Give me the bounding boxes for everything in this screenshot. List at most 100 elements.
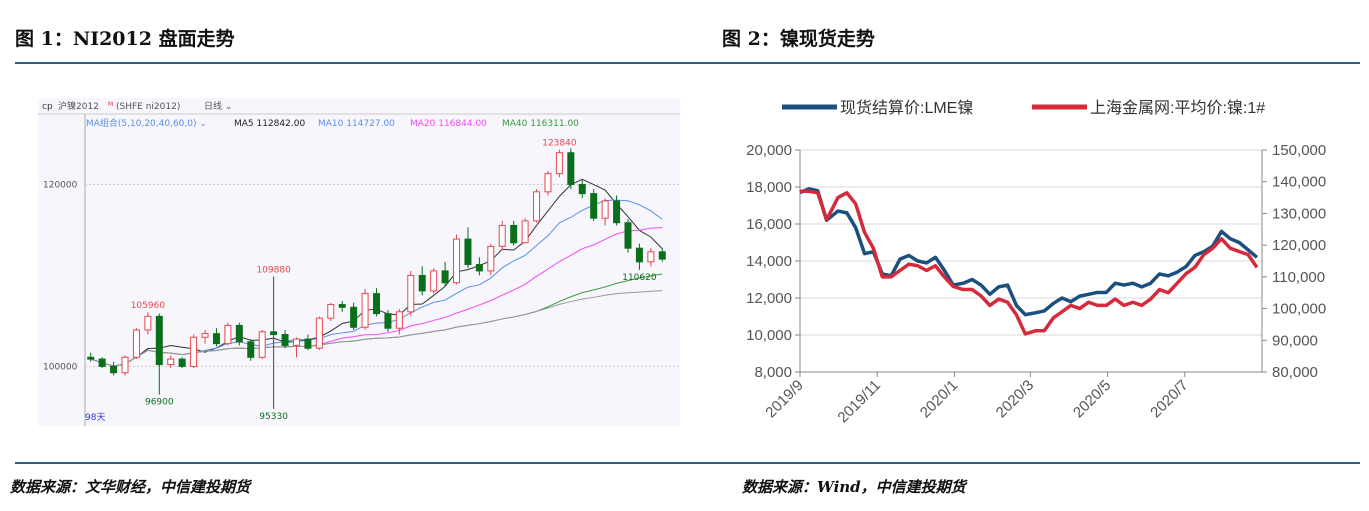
x-tick-label: 2020/5 bbox=[1070, 377, 1114, 421]
candle-body bbox=[155, 315, 163, 366]
candle-body bbox=[304, 338, 312, 349]
cp-icon: cp bbox=[42, 102, 53, 112]
figure-2-title: 图 2：镍现货走势 bbox=[722, 28, 875, 50]
series-line-1 bbox=[799, 187, 1259, 317]
candle-body bbox=[510, 224, 518, 244]
candle-body bbox=[601, 200, 609, 219]
candle-body bbox=[201, 333, 209, 338]
candle-body bbox=[464, 238, 472, 266]
symbol-label: 沪镍2012 bbox=[58, 100, 99, 112]
right-y-tick-label: 120,000 bbox=[1272, 237, 1326, 254]
candle-body bbox=[315, 317, 323, 349]
candle-body bbox=[395, 311, 403, 329]
candle-body bbox=[567, 152, 575, 186]
left-y-tick-label: 18,000 bbox=[746, 179, 792, 196]
candle-body bbox=[178, 358, 186, 367]
candle-body bbox=[292, 338, 300, 346]
right-y-tick-label: 140,000 bbox=[1272, 174, 1326, 191]
candle-body bbox=[487, 245, 495, 272]
candle-body bbox=[247, 341, 255, 358]
candle-body bbox=[498, 224, 506, 247]
candle-body bbox=[578, 184, 586, 195]
candle-body bbox=[338, 304, 346, 308]
price-annotation: 123840 bbox=[542, 139, 577, 149]
y-tick-label: 120000 bbox=[43, 181, 78, 191]
price-annotation: 105960 bbox=[131, 301, 166, 311]
ma10-line bbox=[90, 199, 663, 367]
candle-body bbox=[144, 315, 152, 331]
candle-body bbox=[635, 247, 643, 263]
price-annotation: 110620 bbox=[622, 273, 657, 283]
candle-body bbox=[110, 365, 118, 374]
right-y-tick-label: 90,000 bbox=[1272, 332, 1318, 349]
right-y-tick-label: 130,000 bbox=[1272, 205, 1326, 222]
candle-body bbox=[224, 324, 232, 345]
candle-body bbox=[658, 251, 666, 260]
candle-body bbox=[613, 200, 621, 224]
ma-legend-item: MA组合(5,10,20,40,60,0) ⌄ bbox=[86, 117, 207, 129]
ma40-line bbox=[90, 273, 663, 367]
flag-label: M bbox=[108, 101, 113, 108]
left-y-tick-label: 12,000 bbox=[746, 290, 792, 307]
candle-body bbox=[624, 222, 632, 249]
candle-body bbox=[418, 274, 426, 292]
figure-1-title: 图 1：NI2012 盘面走势 bbox=[15, 28, 235, 50]
candle-body bbox=[407, 274, 415, 313]
candle-body bbox=[190, 336, 198, 367]
legend-label: 现货结算价:LME镍 bbox=[840, 98, 973, 117]
figure-1-source: 数据来源：文华财经，中信建投期货 bbox=[10, 478, 251, 496]
candle-body bbox=[121, 356, 129, 374]
candle-body bbox=[544, 173, 552, 193]
candle-body bbox=[98, 358, 106, 367]
right-y-tick-label: 110,000 bbox=[1272, 269, 1325, 286]
candle-body bbox=[373, 293, 380, 315]
period-select[interactable]: 日线 ⌄ bbox=[204, 100, 232, 112]
figure-2-source: 数据来源：Wind，中信建投期货 bbox=[742, 478, 966, 496]
right-y-tick-label: 150,000 bbox=[1272, 142, 1326, 159]
candle-body bbox=[430, 270, 438, 292]
candle-body bbox=[235, 324, 243, 343]
candle-body bbox=[590, 193, 598, 219]
candle-body bbox=[384, 313, 392, 329]
price-annotation: 95330 bbox=[259, 412, 288, 422]
candle-body bbox=[647, 251, 655, 263]
day-count-label: 98天 bbox=[85, 413, 105, 423]
candle-body bbox=[281, 334, 289, 346]
left-y-tick-label: 16,000 bbox=[746, 216, 792, 233]
code-label: (SHFE ni2012) bbox=[116, 102, 180, 112]
candle-body bbox=[87, 356, 95, 360]
ma-legend-item: MA20 116844.00 bbox=[410, 119, 487, 129]
candle-body bbox=[132, 329, 140, 358]
left-y-tick-label: 10,000 bbox=[746, 327, 792, 344]
ma-legend-item: MA10 114727.00 bbox=[318, 119, 395, 129]
candle-body bbox=[453, 238, 461, 284]
candle-body bbox=[270, 331, 278, 336]
series-line-2 bbox=[800, 189, 1259, 336]
candle-body bbox=[533, 191, 541, 222]
ma60-line bbox=[90, 290, 663, 367]
candle-body bbox=[361, 293, 369, 328]
candle-body bbox=[167, 358, 175, 366]
candle-body bbox=[521, 220, 529, 244]
line-chart: 8,000 10,000 12,000 14,000 16,000 18,000 20,00… bbox=[720, 90, 1369, 464]
left-y-tick-label: 8,000 bbox=[754, 364, 792, 381]
x-tick-label: 2020/7 bbox=[1147, 377, 1191, 421]
candle-body bbox=[327, 304, 335, 319]
left-y-tick-label: 20,000 bbox=[746, 142, 792, 159]
candlestick-chart: cp 沪镍2012 M (SHFE ni2012) 日线 ⌄ MA组合(5,10,20,4… bbox=[38, 98, 680, 426]
x-tick-label: 2020/1 bbox=[917, 377, 961, 421]
candle-body bbox=[475, 264, 483, 272]
x-tick-label: 2019/9 bbox=[762, 377, 806, 421]
legend-label: 上海金属网:平均价:镍:1# bbox=[1090, 99, 1265, 117]
left-y-tick-label: 14,000 bbox=[746, 253, 792, 270]
bottom-divider bbox=[15, 462, 1360, 464]
right-y-tick-label: 100,000 bbox=[1272, 301, 1326, 318]
candle-body bbox=[555, 152, 563, 175]
ma-legend-item: MA40 116311.00 bbox=[502, 119, 579, 129]
y-tick-label: 100000 bbox=[43, 362, 78, 372]
candle-body bbox=[258, 331, 266, 358]
right-y-tick-label: 80,000 bbox=[1272, 364, 1318, 381]
candle-body bbox=[350, 306, 358, 328]
x-tick-label: 2019/11 bbox=[834, 377, 884, 427]
x-tick-label: 2020/3 bbox=[993, 377, 1037, 421]
